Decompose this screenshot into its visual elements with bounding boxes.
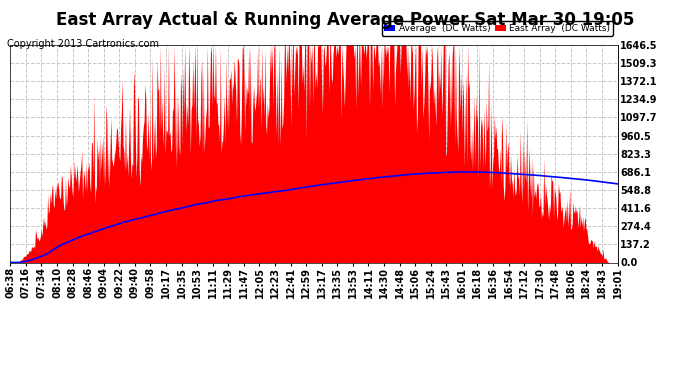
Text: East Array Actual & Running Average Power Sat Mar 30 19:05: East Array Actual & Running Average Powe… — [56, 11, 634, 29]
Text: Copyright 2013 Cartronics.com: Copyright 2013 Cartronics.com — [7, 39, 159, 50]
Legend: Average  (DC Watts), East Array  (DC Watts): Average (DC Watts), East Array (DC Watts… — [382, 21, 613, 36]
